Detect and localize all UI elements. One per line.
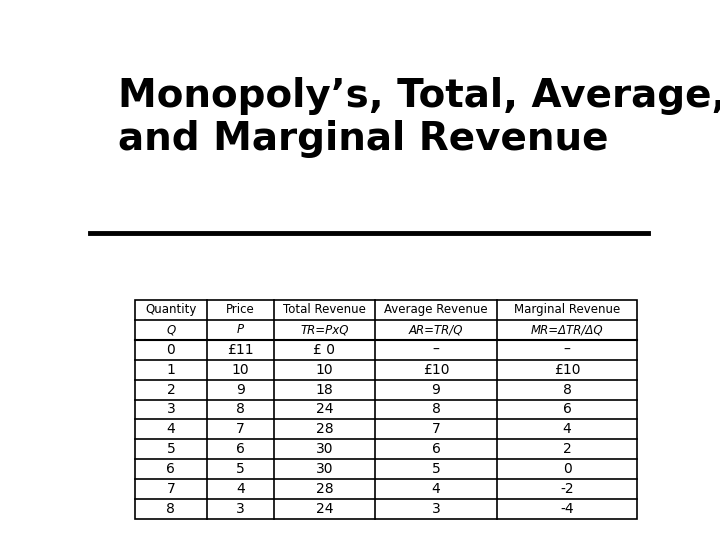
- Text: 9: 9: [236, 382, 245, 396]
- Text: 1: 1: [166, 362, 176, 376]
- Text: 24: 24: [315, 402, 333, 416]
- Text: 28: 28: [315, 422, 333, 436]
- Text: 10: 10: [315, 362, 333, 376]
- Text: 9: 9: [431, 382, 441, 396]
- Text: Price: Price: [226, 303, 255, 316]
- Bar: [135, 300, 636, 519]
- Text: Q: Q: [166, 323, 176, 336]
- Text: 7: 7: [166, 482, 175, 496]
- Text: MR=ΔTR/ΔQ: MR=ΔTR/ΔQ: [531, 323, 603, 336]
- Text: 7: 7: [236, 422, 245, 436]
- Text: P: P: [237, 323, 244, 336]
- Text: 3: 3: [431, 502, 441, 516]
- Text: 4: 4: [236, 482, 245, 496]
- Text: 10: 10: [232, 362, 249, 376]
- Text: 0: 0: [563, 462, 572, 476]
- Text: 30: 30: [315, 442, 333, 456]
- Text: 6: 6: [166, 462, 176, 476]
- Text: -4: -4: [560, 502, 574, 516]
- Text: £11: £11: [228, 342, 254, 356]
- Text: –: –: [433, 342, 439, 356]
- Text: 30: 30: [315, 462, 333, 476]
- Text: 0: 0: [166, 342, 175, 356]
- Text: -2: -2: [560, 482, 574, 496]
- Text: Average Revenue: Average Revenue: [384, 303, 487, 316]
- Text: 3: 3: [236, 502, 245, 516]
- Text: 18: 18: [315, 382, 333, 396]
- Text: 3: 3: [166, 402, 175, 416]
- Text: AR=TR/Q: AR=TR/Q: [409, 323, 463, 336]
- Text: 2: 2: [166, 382, 175, 396]
- Text: 2: 2: [563, 442, 572, 456]
- Text: 8: 8: [166, 502, 176, 516]
- Text: 4: 4: [563, 422, 572, 436]
- Text: 5: 5: [236, 462, 245, 476]
- Text: 7: 7: [431, 422, 441, 436]
- Text: 4: 4: [166, 422, 175, 436]
- Text: 24: 24: [315, 502, 333, 516]
- Text: –: –: [564, 342, 570, 356]
- Text: £10: £10: [554, 362, 580, 376]
- Text: TR=PxQ: TR=PxQ: [300, 323, 348, 336]
- Text: £ 0: £ 0: [313, 342, 336, 356]
- Text: Marginal Revenue: Marginal Revenue: [514, 303, 620, 316]
- Text: Quantity: Quantity: [145, 303, 197, 316]
- Text: 6: 6: [562, 402, 572, 416]
- Text: 8: 8: [562, 382, 572, 396]
- Text: 5: 5: [166, 442, 175, 456]
- Text: Total Revenue: Total Revenue: [283, 303, 366, 316]
- Text: 6: 6: [431, 442, 441, 456]
- Text: 8: 8: [431, 402, 441, 416]
- Text: 6: 6: [236, 442, 245, 456]
- Text: 4: 4: [431, 482, 441, 496]
- Text: Monopoly’s, Total, Average,
and Marginal Revenue: Monopoly’s, Total, Average, and Marginal…: [118, 77, 720, 158]
- Text: 5: 5: [431, 462, 441, 476]
- Text: £10: £10: [423, 362, 449, 376]
- Text: 8: 8: [236, 402, 245, 416]
- Text: 28: 28: [315, 482, 333, 496]
